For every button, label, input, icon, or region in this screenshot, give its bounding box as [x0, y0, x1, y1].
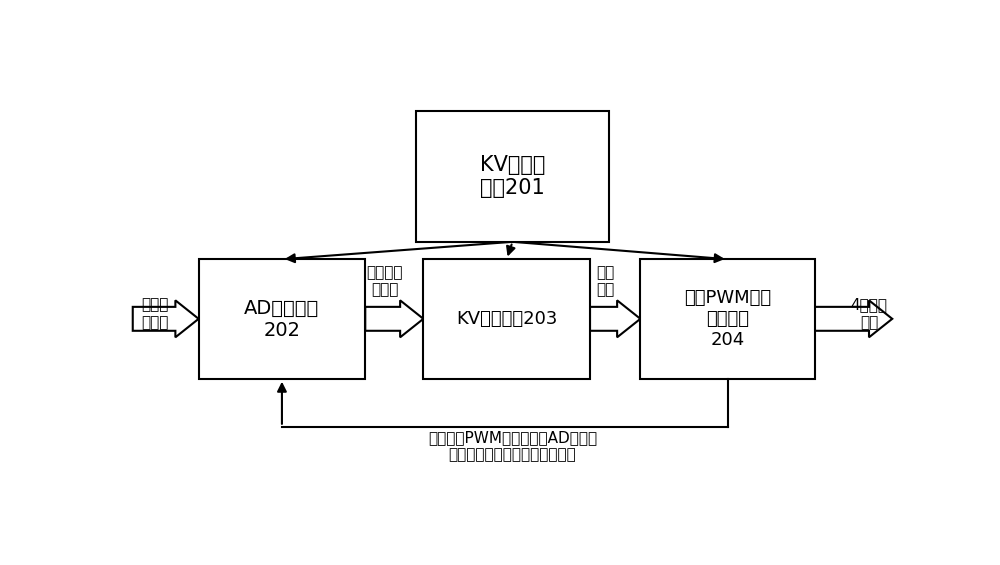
- Text: 转化后的
数字量: 转化后的 数字量: [366, 265, 403, 297]
- Bar: [640, 259, 815, 379]
- Text: 将生成的PWM信号反馈给AD模块以
确定谐振电流反馈值的读入点。: 将生成的PWM信号反馈给AD模块以 确定谐振电流反馈值的读入点。: [428, 430, 597, 463]
- Bar: [423, 259, 590, 379]
- Text: 4路驱动
信号: 4路驱动 信号: [850, 297, 888, 330]
- Text: KV控制主
模块201: KV控制主 模块201: [480, 155, 545, 198]
- Bar: [416, 111, 609, 242]
- Text: 移相PWM信号
生成模块
204: 移相PWM信号 生成模块 204: [684, 289, 771, 349]
- Bar: [199, 259, 365, 379]
- Text: AD转换模块
202: AD转换模块 202: [244, 298, 320, 340]
- Polygon shape: [815, 301, 892, 337]
- Polygon shape: [133, 301, 199, 337]
- Polygon shape: [365, 301, 423, 337]
- Polygon shape: [590, 301, 640, 337]
- Text: 获取
的值: 获取 的值: [596, 265, 615, 297]
- Text: 外界的
模拟量: 外界的 模拟量: [141, 297, 168, 330]
- Text: KV控制模块203: KV控制模块203: [456, 310, 557, 328]
